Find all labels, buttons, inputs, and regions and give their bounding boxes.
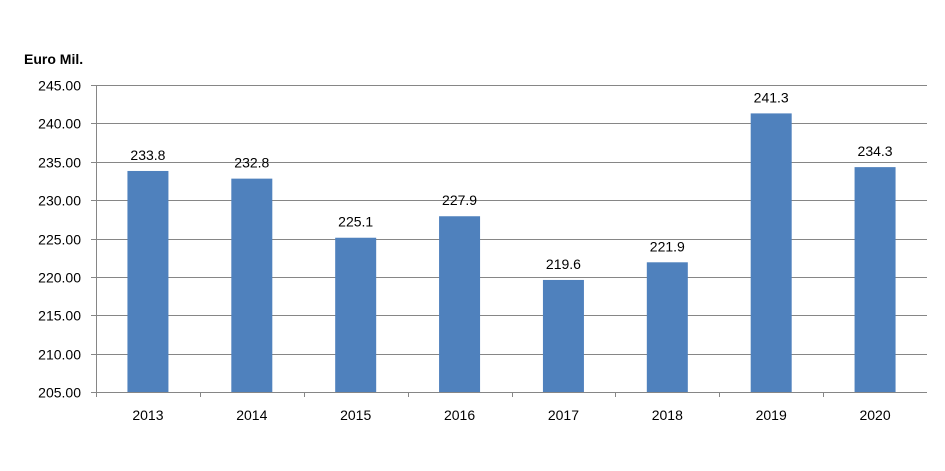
gridlines xyxy=(96,85,927,355)
data-labels: 233.8 232.8 225.1 227.9 219.6 221.9 241.3 234.3 xyxy=(130,89,892,272)
x-tick-label: 2015 xyxy=(340,407,371,423)
data-label: 234.3 xyxy=(858,143,893,159)
data-label: 227.9 xyxy=(442,192,477,208)
x-axis-ticks: 2013 2014 2015 2016 2017 2018 2019 2020 xyxy=(132,392,891,423)
bar xyxy=(335,237,377,392)
bar xyxy=(750,113,792,393)
data-label: 219.6 xyxy=(546,256,581,272)
data-label: 225.1 xyxy=(338,214,373,230)
x-tick-label: 2016 xyxy=(444,407,475,423)
y-axis-ticks: 205.00 210.00 215.00 220.00 225.00 230.00 235.… xyxy=(38,78,96,401)
axes xyxy=(91,85,927,397)
y-tick-label: 215.00 xyxy=(38,308,81,324)
x-tick-label: 2014 xyxy=(236,407,267,423)
y-tick-label: 235.00 xyxy=(38,155,81,171)
y-tick-label: 225.00 xyxy=(38,232,81,248)
x-tick-label: 2018 xyxy=(652,407,683,423)
bar xyxy=(231,178,273,392)
bar xyxy=(439,216,481,392)
y-tick-label: 210.00 xyxy=(38,347,81,363)
x-tick-label: 2013 xyxy=(132,407,163,423)
y-axis-label: Euro Mil. xyxy=(24,51,83,67)
data-label: 233.8 xyxy=(130,147,165,163)
data-label: 232.8 xyxy=(234,155,269,171)
y-tick-label: 205.00 xyxy=(38,385,81,401)
y-tick-label: 245.00 xyxy=(38,78,81,94)
bar xyxy=(646,262,688,392)
x-tick-label: 2019 xyxy=(756,407,787,423)
x-tick-label: 2020 xyxy=(859,407,890,423)
bars xyxy=(127,113,896,393)
y-tick-label: 230.00 xyxy=(38,193,81,209)
bar xyxy=(542,279,584,392)
y-tick-label: 240.00 xyxy=(38,116,81,132)
y-tick-label: 220.00 xyxy=(38,270,81,286)
bar xyxy=(854,167,896,392)
x-tick-label: 2017 xyxy=(548,407,579,423)
bar xyxy=(127,170,169,392)
data-label: 221.9 xyxy=(650,238,685,254)
data-label: 241.3 xyxy=(754,89,789,105)
